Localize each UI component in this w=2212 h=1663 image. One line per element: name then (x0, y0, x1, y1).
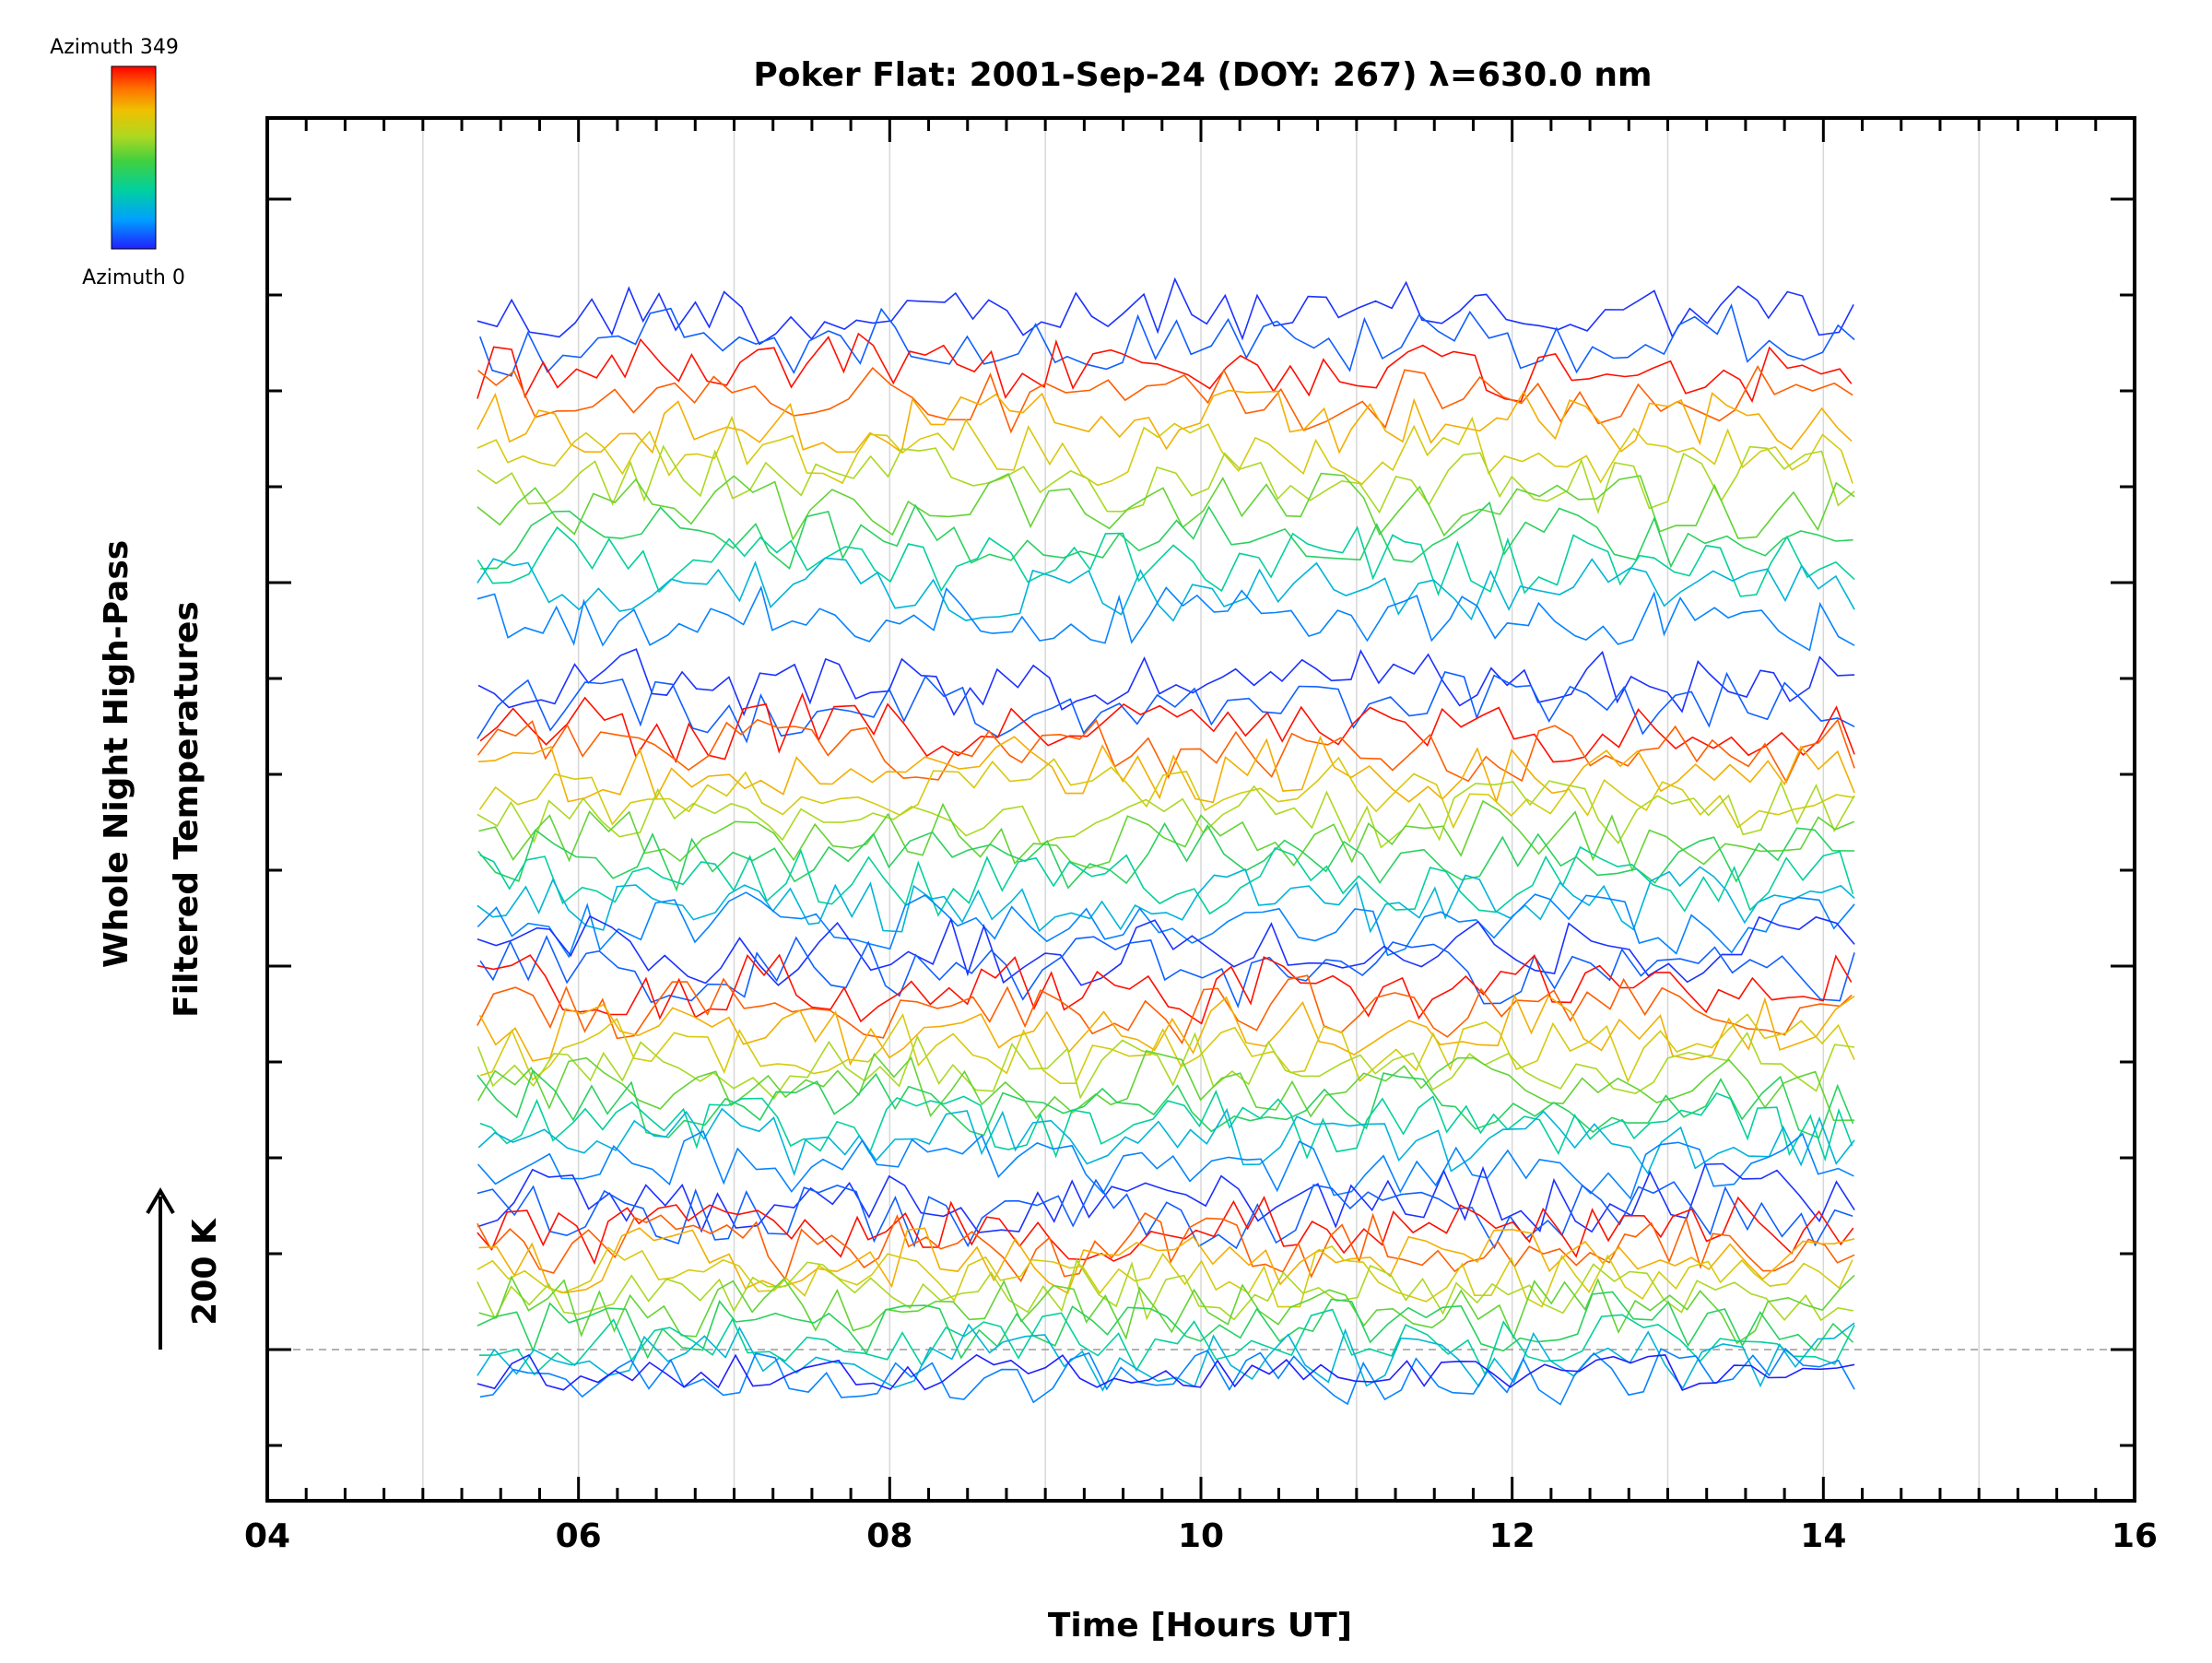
azimuth-trace (477, 671, 1855, 744)
azimuth-trace (477, 472, 1855, 541)
azimuth-trace (477, 1049, 1855, 1122)
azimuth-trace (477, 718, 1855, 784)
y-axis-label-line2: Filtered Temperatures (168, 601, 206, 1018)
azimuth-trace (477, 1107, 1855, 1177)
azimuth-trace (477, 1178, 1853, 1250)
azimuth-trace (477, 557, 1855, 622)
azimuth-trace (477, 525, 1855, 597)
azimuth-trace (477, 444, 1855, 514)
x-tick-label: 06 (556, 1517, 602, 1555)
azimuth-trace (477, 584, 1855, 652)
axis-ticks: 04 06 08 10 12 14 16 (244, 118, 2158, 1555)
azimuth-trace (477, 415, 1853, 487)
azimuth-trace (477, 277, 1854, 346)
x-tick-label: 10 (1178, 1517, 1224, 1555)
azimuth-trace (479, 1347, 1855, 1406)
azimuth-trace (479, 845, 1854, 917)
azimuth-trace (477, 1195, 1854, 1266)
azimuth-trace (479, 691, 1855, 764)
azimuth-trace (479, 1090, 1853, 1162)
x-tick-label: 16 (2112, 1517, 2158, 1555)
azimuth-trace (479, 303, 1855, 377)
azimuth-trace (477, 821, 1855, 892)
azimuth-trace (480, 501, 1853, 570)
azimuth-trace (477, 1291, 1854, 1360)
azimuth-trace (477, 974, 1853, 1045)
azimuth-trace (477, 332, 1853, 404)
azimuth-trace (477, 1245, 1853, 1308)
azimuth-trace (477, 1130, 1854, 1200)
azimuth-trace (477, 364, 1853, 434)
azimuth-trace (477, 891, 1855, 959)
x-tick-label: 12 (1489, 1517, 1535, 1555)
azimuth-trace (477, 1353, 1855, 1392)
x-axis-label: Time [Hours UT] (1048, 1607, 1352, 1645)
azimuth-trace (477, 735, 1855, 805)
y-axis-label-line1: Whole Night High-Pass (98, 540, 135, 968)
azimuth-trace (479, 935, 1855, 1008)
azimuth-trace (478, 799, 1855, 873)
azimuth-trace (477, 780, 1855, 849)
scale-label: 200 K (186, 1218, 224, 1326)
trace-lines (477, 277, 1855, 1406)
azimuth-trace (477, 953, 1853, 1025)
colorbar-top-label: Azimuth 349 (50, 36, 179, 59)
azimuth-trace (477, 1032, 1855, 1100)
x-tick-label: 04 (244, 1517, 290, 1555)
azimuth-trace (477, 648, 1855, 717)
azimuth-trace (477, 1212, 1855, 1283)
azimuth-trace (477, 389, 1853, 454)
azimuth-trace (477, 1258, 1854, 1322)
azimuth-trace (477, 914, 1855, 986)
azimuth-trace (478, 756, 1855, 830)
azimuth-trace (478, 994, 1855, 1067)
scale-arrow-icon (146, 1187, 175, 1215)
grid-lines (422, 118, 1980, 1501)
azimuth-trace (478, 1227, 1855, 1294)
x-tick-label: 14 (1800, 1517, 1846, 1555)
x-tick-label: 08 (866, 1517, 912, 1555)
azimuth-trace (479, 1013, 1855, 1084)
colorbar-bottom-label: Azimuth 0 (82, 266, 185, 289)
azimuth-trace (477, 866, 1855, 934)
azimuth-trace (478, 1274, 1855, 1345)
chart-title: Poker Flat: 2001-Sep-24 (DOY: 267) λ=630… (753, 56, 1652, 94)
colorbar (111, 65, 157, 250)
azimuth-trace (477, 1322, 1855, 1392)
azimuth-trace (478, 1308, 1855, 1376)
